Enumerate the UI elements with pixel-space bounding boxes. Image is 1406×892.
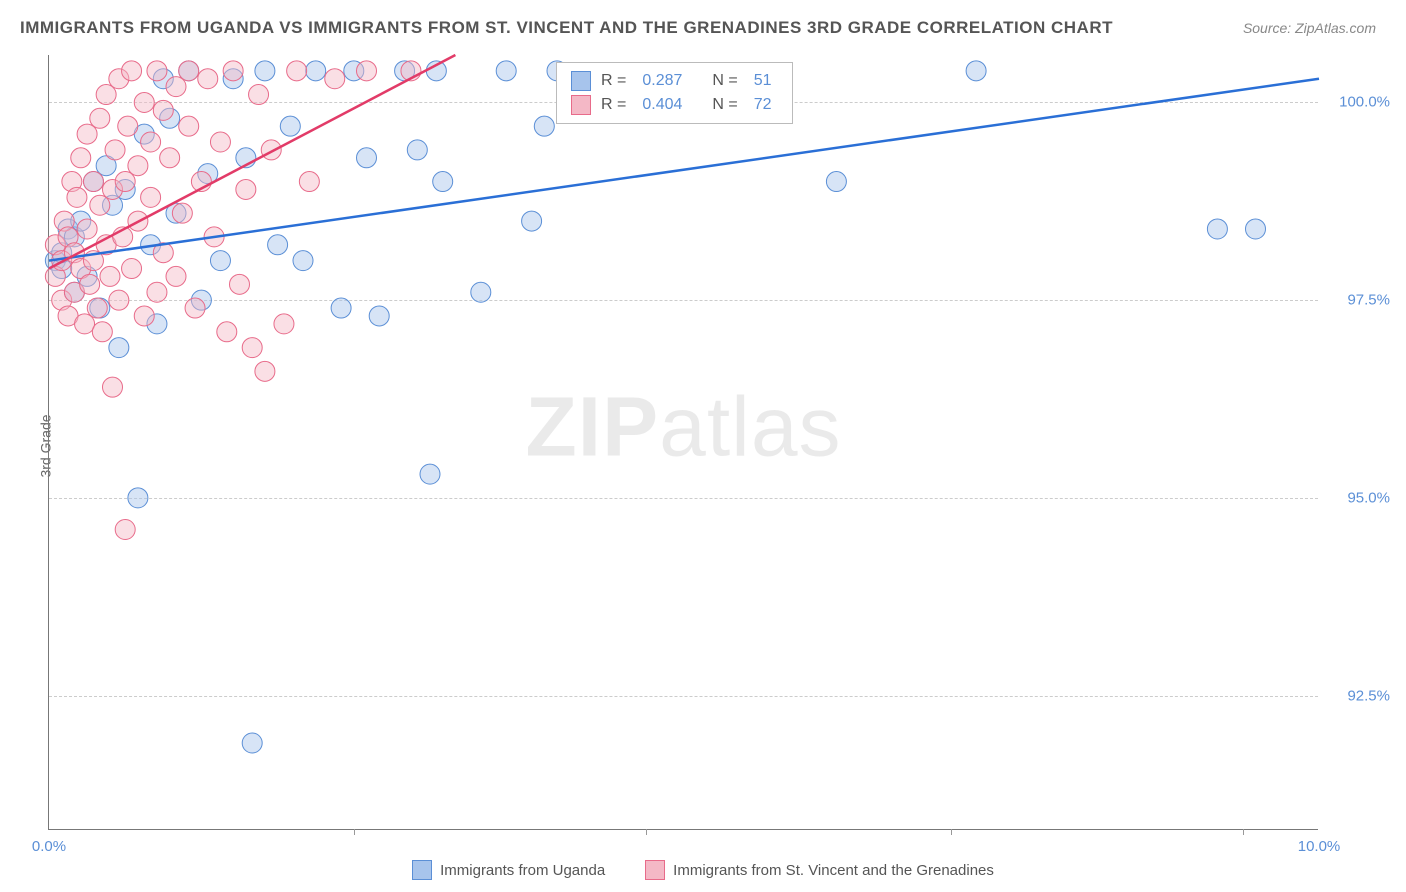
n-label: N = <box>712 72 737 90</box>
n-label: N = <box>712 96 737 114</box>
swatch-icon <box>412 860 432 880</box>
data-point <box>230 274 250 294</box>
data-point <box>826 172 846 192</box>
data-point <box>210 251 230 271</box>
data-point <box>433 172 453 192</box>
data-point <box>280 116 300 136</box>
data-point <box>179 61 199 81</box>
chart-title: IMMIGRANTS FROM UGANDA VS IMMIGRANTS FRO… <box>20 18 1113 38</box>
legend-label: Immigrants from Uganda <box>440 862 605 879</box>
scatter-plot: ZIPatlas 92.5%95.0%97.5%100.0%0.0%10.0% <box>48 55 1318 830</box>
data-point <box>92 322 112 342</box>
data-point <box>293 251 313 271</box>
data-point <box>407 140 427 160</box>
data-point <box>268 235 288 255</box>
legend-label: Immigrants from St. Vincent and the Gren… <box>673 862 994 879</box>
data-point <box>160 148 180 168</box>
data-point <box>134 92 154 112</box>
data-point <box>522 211 542 231</box>
data-point <box>103 377 123 397</box>
swatch-icon <box>571 71 591 91</box>
data-point <box>105 140 125 160</box>
data-point <box>357 148 377 168</box>
plot-svg <box>49 55 1319 830</box>
data-point <box>306 61 326 81</box>
r-label: R = <box>601 96 626 114</box>
r-value: 0.287 <box>642 72 682 90</box>
data-point <box>299 172 319 192</box>
data-point <box>1207 219 1227 239</box>
data-point <box>100 266 120 286</box>
y-tick-label: 97.5% <box>1330 292 1390 309</box>
n-value: 72 <box>754 96 772 114</box>
source-label: Source: ZipAtlas.com <box>1243 20 1376 36</box>
data-point <box>77 219 97 239</box>
data-point <box>166 266 186 286</box>
data-point <box>420 464 440 484</box>
data-point <box>109 290 129 310</box>
data-point <box>534 116 554 136</box>
data-point <box>118 116 138 136</box>
data-point <box>67 187 87 207</box>
data-point <box>141 187 161 207</box>
data-point <box>357 61 377 81</box>
data-point <box>255 361 275 381</box>
x-tick-label: 0.0% <box>32 838 66 855</box>
data-point <box>1246 219 1266 239</box>
legend-item-stvincent: Immigrants from St. Vincent and the Gren… <box>645 860 994 880</box>
data-point <box>179 116 199 136</box>
y-tick-label: 92.5% <box>1330 687 1390 704</box>
r-value: 0.404 <box>642 96 682 114</box>
data-point <box>242 338 262 358</box>
data-point <box>87 298 107 318</box>
data-point <box>147 282 167 302</box>
legend-row: R = 0.404 N = 72 <box>571 93 778 117</box>
data-point <box>185 298 205 318</box>
legend-row: R = 0.287 N = 51 <box>571 69 778 93</box>
data-point <box>153 100 173 120</box>
data-point <box>128 488 148 508</box>
swatch-icon <box>645 860 665 880</box>
bottom-legend: Immigrants from Uganda Immigrants from S… <box>0 860 1406 880</box>
data-point <box>496 61 516 81</box>
data-point <box>83 172 103 192</box>
data-point <box>172 203 192 223</box>
data-point <box>80 274 100 294</box>
data-point <box>369 306 389 326</box>
data-point <box>122 259 142 279</box>
data-point <box>217 322 237 342</box>
data-point <box>134 306 154 326</box>
data-point <box>966 61 986 81</box>
data-point <box>71 148 91 168</box>
data-point <box>274 314 294 334</box>
y-tick-label: 100.0% <box>1330 94 1390 111</box>
data-point <box>122 61 142 81</box>
swatch-icon <box>571 95 591 115</box>
data-point <box>261 140 281 160</box>
data-point <box>249 85 269 105</box>
data-point <box>198 69 218 89</box>
x-tick-label: 10.0% <box>1298 838 1341 855</box>
data-point <box>223 61 243 81</box>
data-point <box>147 61 167 81</box>
legend-item-uganda: Immigrants from Uganda <box>412 860 605 880</box>
data-point <box>255 61 275 81</box>
data-point <box>210 132 230 152</box>
data-point <box>141 132 161 152</box>
data-point <box>331 298 351 318</box>
data-point <box>236 179 256 199</box>
data-point <box>115 519 135 539</box>
correlation-legend: R = 0.287 N = 51 R = 0.404 N = 72 <box>556 62 793 124</box>
data-point <box>325 69 345 89</box>
data-point <box>471 282 491 302</box>
n-value: 51 <box>754 72 772 90</box>
data-point <box>90 108 110 128</box>
r-label: R = <box>601 72 626 90</box>
data-point <box>128 156 148 176</box>
data-point <box>287 61 307 81</box>
y-tick-label: 95.0% <box>1330 489 1390 506</box>
data-point <box>242 733 262 753</box>
data-point <box>109 338 129 358</box>
